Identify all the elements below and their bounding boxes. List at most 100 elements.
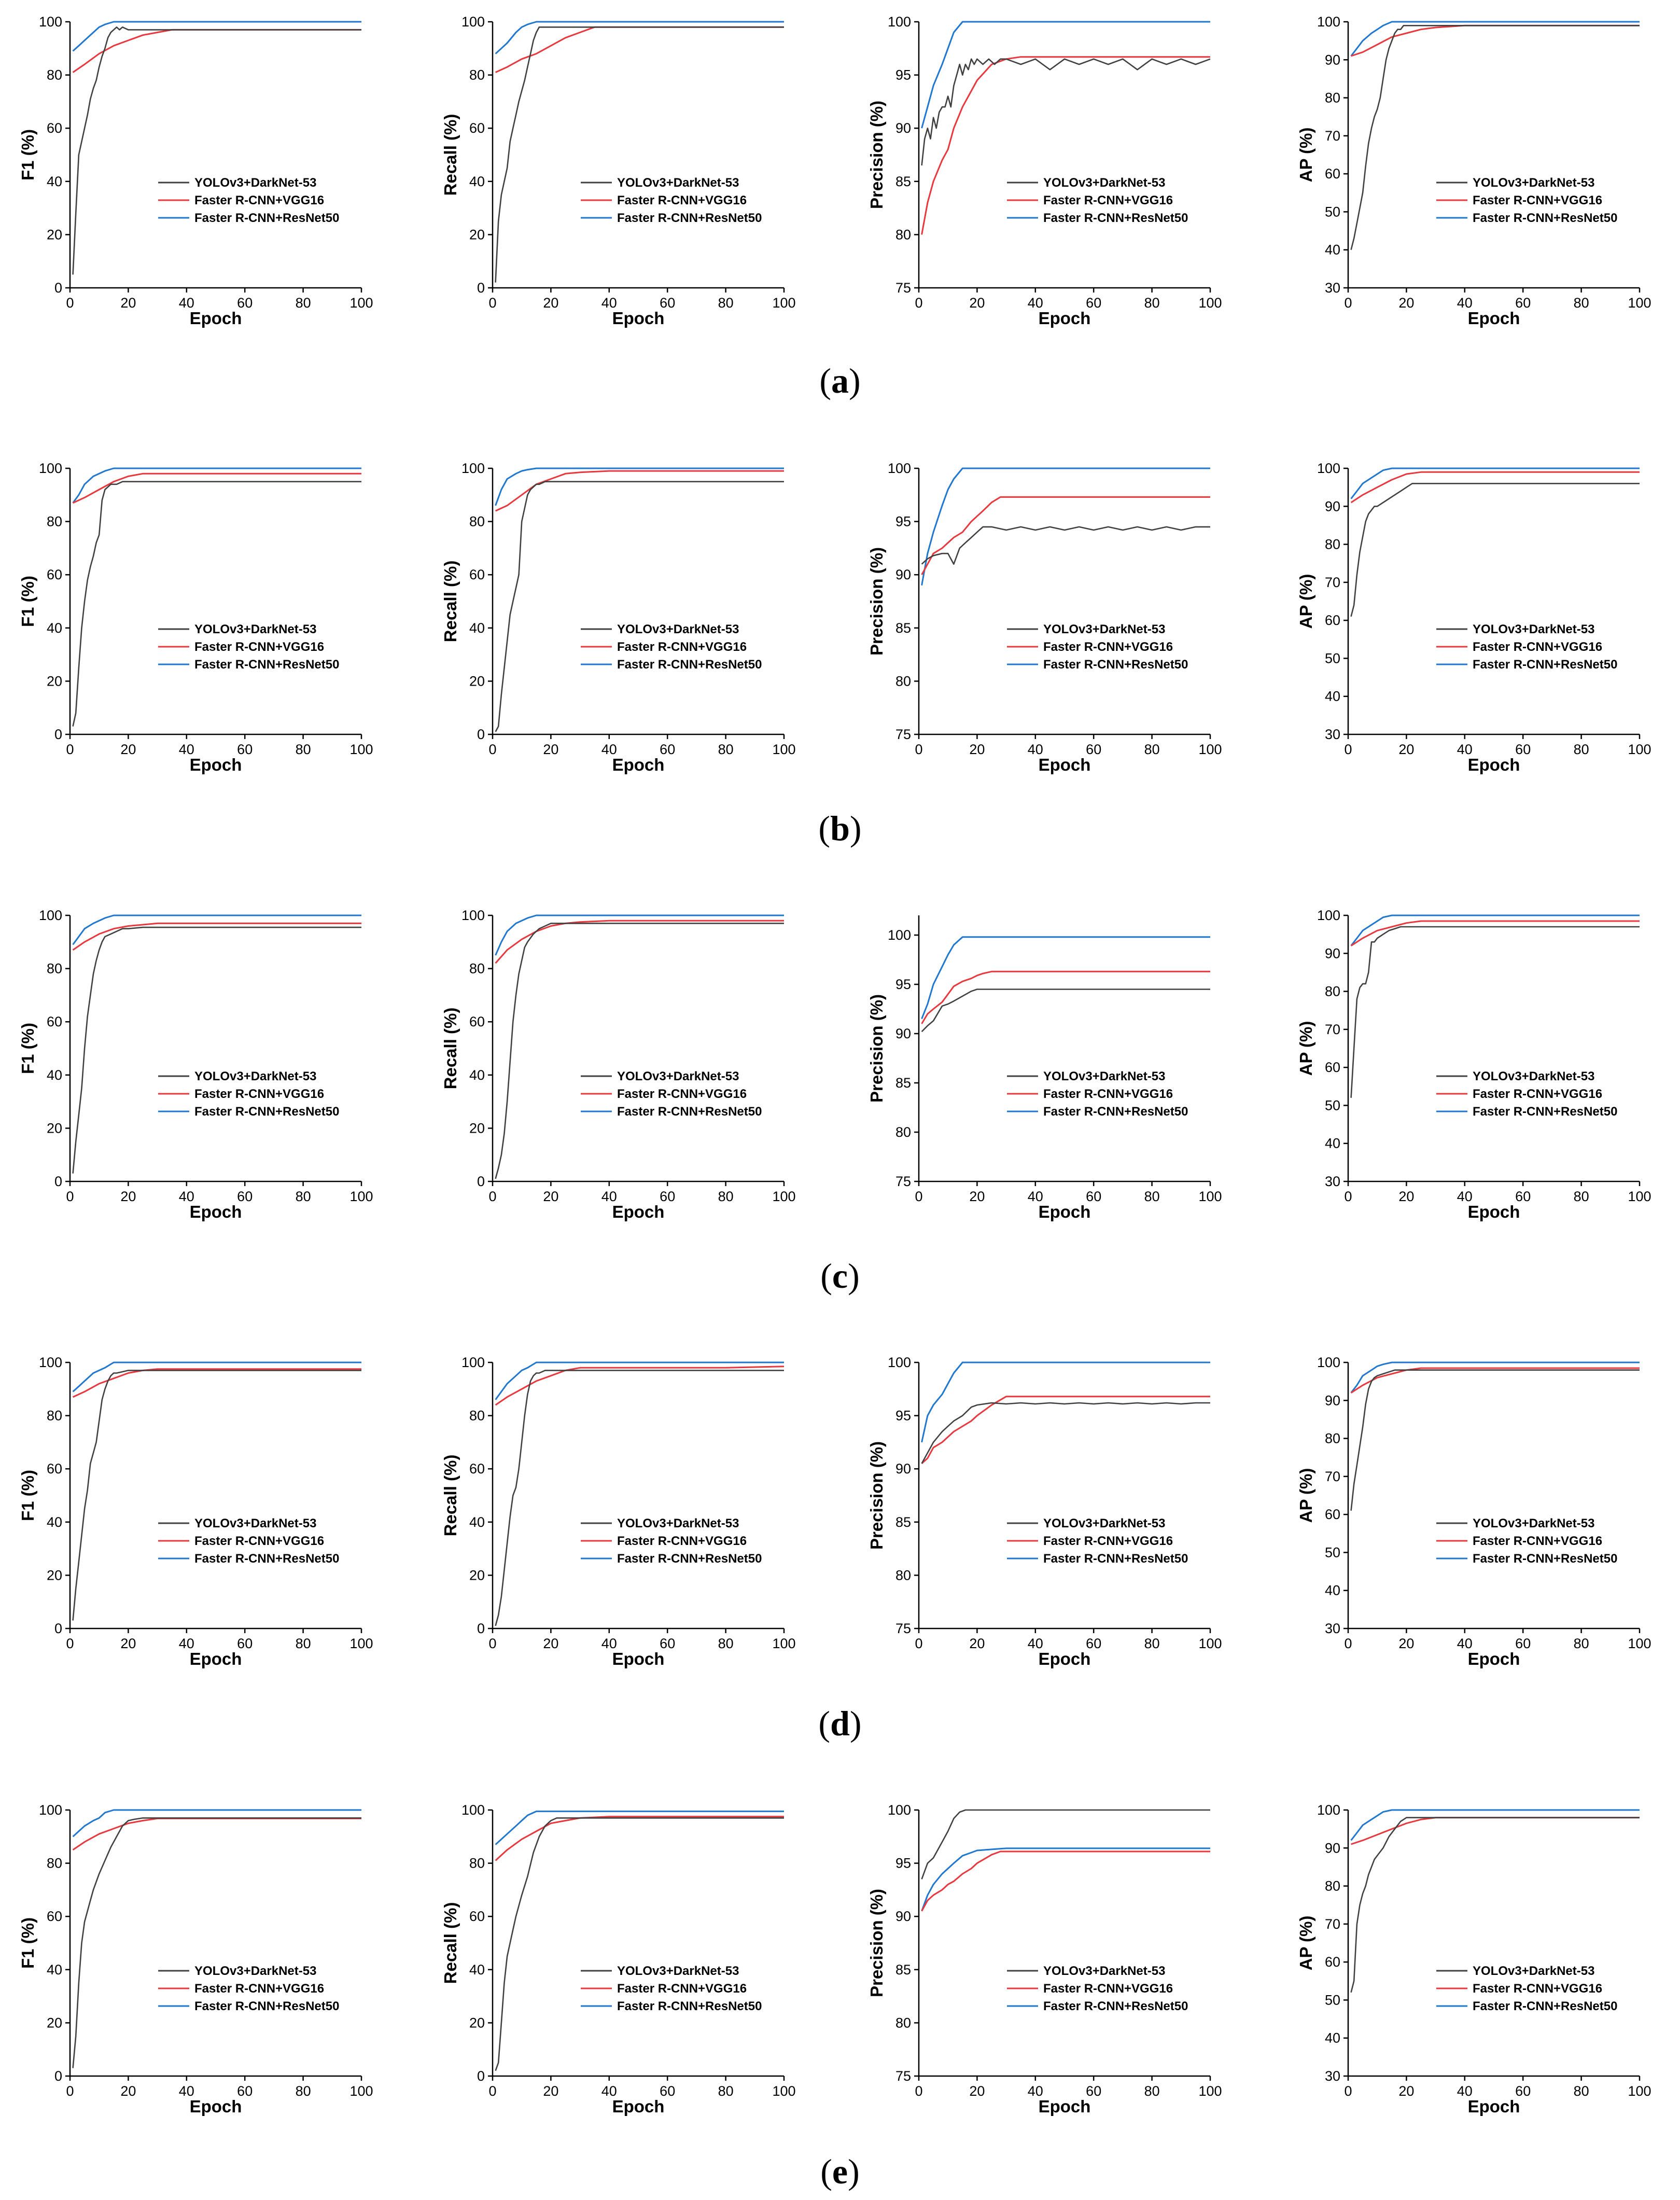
y-tick-label: 60 [1325, 612, 1340, 628]
x-axis-title: Epoch [612, 755, 665, 774]
y-tick-label: 30 [1325, 1174, 1340, 1189]
x-tick-label: 20 [120, 742, 136, 757]
legend-label: Faster R-CNN+VGG16 [617, 193, 747, 207]
legend-label: YOLOv3+DarkNet-53 [1043, 1069, 1165, 1083]
y-tick-label: 60 [1325, 1507, 1340, 1522]
y-tick-label: 0 [54, 280, 62, 296]
series-line-faster-r-cnn-vgg16 [72, 922, 361, 951]
x-tick-label: 100 [1628, 1636, 1651, 1651]
y-axis-title: Precision (%) [867, 994, 886, 1103]
charts: 0 20 40 60 80 100 0 20 40 60 80 100 Epoch F1 (%) YOLOv… [18, 14, 1651, 2116]
precision-chart-c: 75 80 85 90 95 100 0 20 40 60 80 100 Epoch Precision … [867, 915, 1222, 1221]
y-tick-label: 20 [469, 227, 485, 242]
y-tick-label: 100 [461, 14, 485, 30]
x-tick-label: 0 [488, 742, 496, 757]
y-tick-label: 50 [1325, 1544, 1340, 1560]
x-tick-label: 60 [1515, 2083, 1531, 2099]
x-tick-label: 0 [66, 1189, 74, 1204]
y-tick-label: 90 [895, 1909, 911, 1924]
legend-label: Faster R-CNN+ResNet50 [617, 658, 762, 672]
series-line-faster-r-cnn-vgg16 [921, 970, 1210, 1024]
x-axis-title: Epoch [612, 309, 665, 328]
y-tick-label: 60 [469, 120, 485, 136]
x-tick-label: 100 [349, 742, 373, 757]
legend-label: Faster R-CNN+ResNet50 [617, 211, 762, 225]
y-tick-label: 50 [1325, 650, 1340, 666]
legend-label: YOLOv3+DarkNet-53 [1473, 1516, 1594, 1530]
y-tick-label: 80 [1325, 537, 1340, 552]
x-tick-label: 100 [1198, 2083, 1222, 2099]
y-tick-label: 80 [469, 67, 485, 83]
x-axis-title: Epoch [190, 1202, 242, 1221]
x-tick-label: 40 [601, 2083, 617, 2099]
x-tick-label: 100 [772, 742, 795, 757]
series-line-faster-r-cnn-resnet50 [921, 936, 1210, 1020]
series-line-faster-r-cnn-vgg16 [495, 1366, 785, 1406]
x-tick-label: 40 [179, 295, 194, 311]
legend-label: Faster R-CNN+ResNet50 [194, 211, 339, 225]
x-tick-label: 0 [488, 1189, 496, 1204]
x-axis-title: Epoch [612, 1649, 665, 1668]
x-tick-label: 100 [1198, 1636, 1222, 1651]
series-line-faster-r-cnn-resnet50 [495, 914, 784, 956]
y-tick-label: 60 [469, 1014, 485, 1029]
y-axis-title: Recall (%) [441, 1008, 460, 1090]
y-tick-label: 90 [895, 1026, 911, 1041]
series-line-yolov3-darknet-53 [1350, 1817, 1640, 1993]
legend-label: Faster R-CNN+VGG16 [1473, 1982, 1602, 1996]
y-axis-title: F1 (%) [18, 1470, 37, 1521]
legend-label: Faster R-CNN+VGG16 [194, 1087, 324, 1101]
x-tick-label: 40 [1028, 742, 1043, 757]
x-tick-label: 60 [660, 742, 675, 757]
y-tick-label: 85 [895, 1075, 911, 1091]
y-tick-label: 20 [47, 1120, 62, 1136]
legend-label: Faster R-CNN+ResNet50 [617, 1999, 762, 2013]
x-tick-label: 0 [488, 1636, 496, 1651]
series-line-yolov3-darknet-53 [921, 58, 1211, 166]
legend-label: Faster R-CNN+VGG16 [1473, 1087, 1602, 1101]
y-tick-label: 80 [47, 961, 62, 977]
x-tick-label: 100 [1628, 1189, 1651, 1204]
y-tick-label: 80 [1325, 1878, 1340, 1894]
x-tick-label: 0 [1344, 1189, 1352, 1204]
series-line-faster-r-cnn-resnet50 [72, 21, 361, 52]
x-tick-label: 20 [1398, 1189, 1414, 1204]
ap-chart-e: 30 40 50 60 70 80 90 100 0 20 40 60 80 100 Epoch AP (%)… [1296, 1802, 1651, 2116]
x-tick-label: 100 [772, 1636, 795, 1651]
series-line-faster-r-cnn-vgg16 [921, 56, 1210, 235]
x-axis-title: Epoch [1039, 1649, 1091, 1668]
x-tick-label: 20 [543, 295, 558, 311]
y-tick-label: 80 [895, 1124, 911, 1140]
x-tick-label: 80 [718, 1189, 734, 1204]
y-axis-title: Precision (%) [867, 101, 886, 209]
legend-label: Faster R-CNN+VGG16 [1043, 1534, 1173, 1548]
y-axis-title: AP (%) [1296, 128, 1315, 183]
y-tick-label: 40 [469, 1514, 485, 1530]
y-tick-label: 80 [895, 2015, 911, 2030]
y-tick-label: 40 [1325, 242, 1340, 258]
x-tick-label: 100 [1198, 742, 1222, 757]
y-tick-label: 40 [469, 1067, 485, 1083]
legend-label: YOLOv3+DarkNet-53 [194, 1069, 316, 1083]
y-tick-label: 100 [1317, 1355, 1340, 1370]
y-axis-title: Recall (%) [441, 114, 460, 196]
y-axis-title: F1 (%) [18, 576, 37, 627]
y-tick-label: 100 [39, 1355, 62, 1370]
x-tick-label: 40 [601, 295, 617, 311]
y-tick-label: 100 [461, 461, 485, 476]
y-tick-label: 95 [895, 1408, 911, 1424]
series-line-faster-r-cnn-vgg16 [1351, 1817, 1640, 1845]
y-tick-label: 60 [47, 567, 62, 582]
x-tick-label: 100 [1628, 742, 1651, 757]
legend-label: Faster R-CNN+ResNet50 [617, 1552, 762, 1566]
y-tick-label: 60 [469, 1461, 485, 1477]
x-tick-label: 0 [66, 1636, 74, 1651]
y-tick-label: 80 [47, 1856, 62, 1871]
series-line-yolov3-darknet-53 [921, 1809, 1210, 1879]
x-tick-label: 60 [660, 1636, 675, 1651]
x-tick-label: 100 [772, 2083, 795, 2099]
legend-label: Faster R-CNN+ResNet50 [194, 1999, 339, 2013]
y-tick-label: 100 [39, 908, 62, 923]
x-tick-label: 40 [179, 1189, 194, 1204]
y-tick-label: 60 [469, 1909, 485, 1924]
